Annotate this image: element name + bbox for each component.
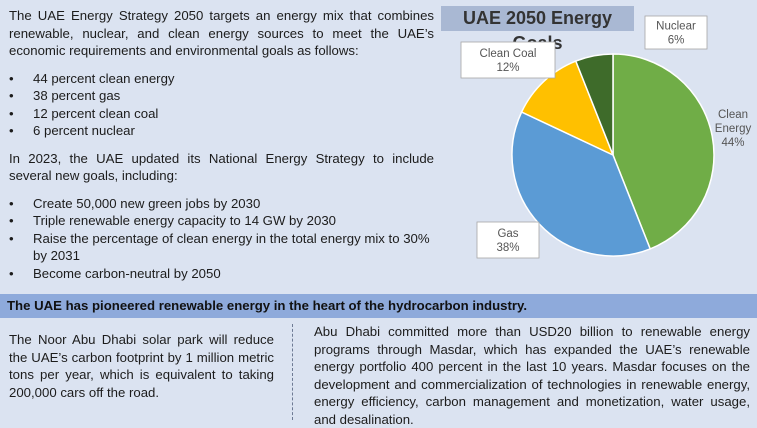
slice-category-label: Clean Coal (480, 48, 537, 60)
slice-category-label: Nuclear (656, 21, 696, 33)
list-item: Raise the percentage of clean energy in … (9, 230, 434, 265)
slice-category-label: Clean (718, 109, 748, 121)
slice-category-label: Gas (497, 228, 518, 240)
list-item: 44 percent clean energy (9, 70, 434, 88)
pie-slice-clean-energy (612, 53, 715, 250)
energy-mix-list: 44 percent clean energy 38 percent gas 1… (9, 70, 434, 140)
bottom-section: The Noor Abu Dhabi solar park will reduc… (0, 318, 757, 427)
strategy-text: The UAE Energy Strategy 2050 targets an … (9, 7, 434, 282)
list-item: 38 percent gas (9, 87, 434, 105)
pie-slice-nuclear (574, 53, 614, 156)
masdar-paragraph: Abu Dhabi committed more than USD20 bill… (314, 324, 750, 427)
banner-headline: The UAE has pioneered renewable energy i… (0, 294, 757, 318)
chart-title: UAE 2050 Energy Goals (441, 6, 634, 53)
slice-percent-label: 44% (721, 137, 744, 149)
slice-label-clean-energy: Clean Energy 44% (715, 109, 752, 149)
intro-paragraph: The UAE Energy Strategy 2050 targets an … (9, 8, 434, 58)
pie-chart: Clean Energy 44% Gas 38% Clean Coal 12% Nuclear… (460, 15, 752, 259)
column-divider (292, 324, 293, 420)
slice-percent-label: 12% (496, 62, 519, 74)
callout-box (460, 41, 556, 79)
slice-label-nuclear: Nuclear 6% (644, 15, 708, 50)
noor-paragraph: The Noor Abu Dhabi solar park will reduc… (9, 332, 274, 400)
callout-box (644, 15, 708, 50)
slice-percent-label: 38% (496, 242, 519, 254)
list-item: Create 50,000 new green jobs by 2030 (9, 195, 434, 213)
top-section: The UAE Energy Strategy 2050 targets an … (0, 0, 757, 293)
slice-label-gas: Gas 38% (476, 221, 540, 259)
list-item: Become carbon-neutral by 2050 (9, 265, 434, 283)
slice-category-label: Energy (715, 123, 752, 135)
slice-percent-label: 6% (668, 35, 685, 47)
update-paragraph: In 2023, the UAE updated its National En… (9, 150, 434, 184)
callout-box (476, 221, 540, 259)
pie-slice-clean-coal (520, 60, 615, 157)
goals-list: Create 50,000 new green jobs by 2030 Tri… (9, 195, 434, 283)
list-item: 6 percent nuclear (9, 122, 434, 140)
list-item: 12 percent clean coal (9, 105, 434, 123)
list-item: Triple renewable energy capacity to 14 G… (9, 212, 434, 230)
slice-label-clean-coal: Clean Coal 12% (460, 41, 556, 79)
pie-slice-gas (511, 110, 652, 257)
